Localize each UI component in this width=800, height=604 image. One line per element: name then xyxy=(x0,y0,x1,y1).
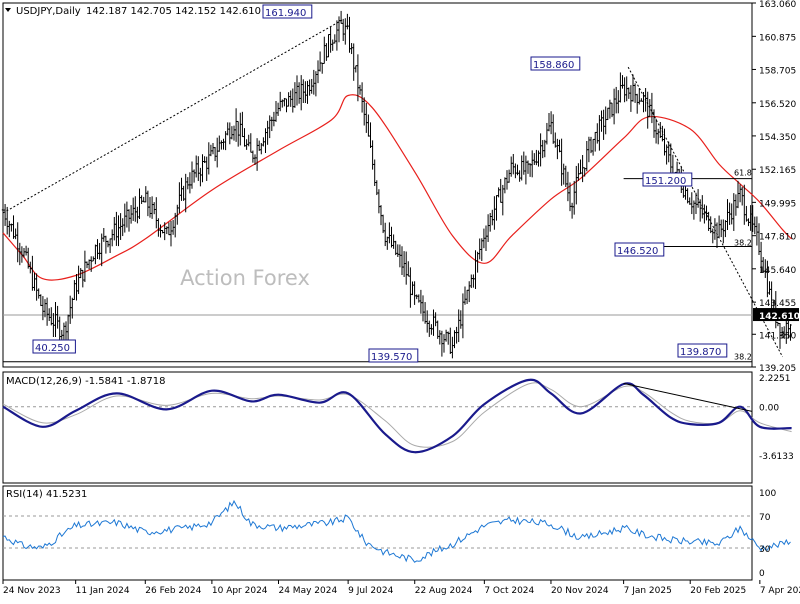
rsi-line xyxy=(2,499,791,563)
current-price-box xyxy=(753,308,799,322)
price-axis-label: 158.705 xyxy=(759,66,796,76)
rsi-axis-label: 0 xyxy=(759,569,765,579)
price-label-box xyxy=(642,172,693,187)
price-chart-title: USDJPY,Daily xyxy=(16,6,81,17)
x-axis-label: 24 Nov 2023 xyxy=(3,586,61,596)
fib-label: 38.2 xyxy=(734,239,752,248)
x-axis-label: 20 Feb 2025 xyxy=(690,586,746,596)
watermark: Action Forex xyxy=(180,266,310,290)
price-axis-label: 160.875 xyxy=(759,33,796,43)
macd-trendline xyxy=(623,382,753,412)
price-axis-label: 163.060 xyxy=(759,0,796,10)
fib-label: 61.8 xyxy=(734,169,752,178)
price-axis-label: 143.455 xyxy=(759,299,796,309)
price-label-text: 40.250 xyxy=(35,343,70,354)
x-axis-label: 7 Apr 2025 xyxy=(760,586,800,596)
price-bar xyxy=(753,216,756,235)
price-axis-label: 152.165 xyxy=(759,166,796,176)
price-label-box xyxy=(368,348,419,363)
price-axis-label: 147.810 xyxy=(759,233,796,243)
rsi-panel xyxy=(2,485,753,581)
dropdown-triangle-icon[interactable] xyxy=(5,8,11,12)
x-axis-label: 10 Apr 2024 xyxy=(212,586,268,596)
price-label-text: 151.200 xyxy=(645,176,686,187)
price-axis-label: 154.350 xyxy=(759,133,796,143)
price-bar xyxy=(789,324,792,341)
x-axis-label: 7 Jan 2025 xyxy=(624,586,672,596)
price-label-box xyxy=(262,4,313,19)
price-bar xyxy=(768,281,771,295)
rsi-title: RSI(14) 41.5231 xyxy=(6,489,87,500)
price-label-box xyxy=(614,242,665,257)
rsi-axis-label: 70 xyxy=(759,513,771,523)
rsi-axis-label: 100 xyxy=(759,489,776,499)
price-axis-label: 141.350 xyxy=(759,331,796,341)
price-label-text: 146.520 xyxy=(617,246,658,257)
ohlc-header: 142.187 142.705 142.152 142.610 xyxy=(86,6,261,17)
x-axis-label: 7 Oct 2024 xyxy=(484,586,534,596)
macd-line xyxy=(2,378,792,454)
macd-signal-line xyxy=(2,382,792,448)
macd-axis-label: 0.00 xyxy=(759,404,779,414)
macd-title: MACD(12,26,9) -1.5841 -1.8718 xyxy=(6,376,166,387)
x-axis-label: 20 Nov 2024 xyxy=(551,586,609,596)
price-label-text: 139.570 xyxy=(371,352,412,363)
macd-axis-label: 2.2251 xyxy=(759,374,791,384)
price-label-box xyxy=(677,343,728,358)
sma-line xyxy=(2,94,793,281)
fib-label: 38.2 xyxy=(734,353,752,362)
price-axis-label: 145.640 xyxy=(759,266,796,276)
price-label-box xyxy=(32,339,76,354)
price-label-text: 161.940 xyxy=(265,8,306,19)
current-price-label: 142.610 xyxy=(759,312,800,322)
price-label-box xyxy=(530,56,581,71)
x-axis-label: 22 Aug 2024 xyxy=(415,586,473,596)
price-axis-label: 149.995 xyxy=(759,199,796,209)
price-label-text: 158.860 xyxy=(533,60,574,71)
price-axis-label: 156.520 xyxy=(759,100,796,110)
price-panel xyxy=(2,2,753,368)
price-label-text: 139.870 xyxy=(680,347,721,358)
price-axis-label: 139.205 xyxy=(759,364,796,374)
macd-axis-label: -3.6133 xyxy=(759,452,794,462)
price-bar xyxy=(755,216,759,246)
x-axis-label: 11 Jan 2024 xyxy=(76,586,130,596)
price-bar xyxy=(776,321,780,327)
x-axis-label: 9 Jul 2024 xyxy=(348,586,393,596)
x-axis-label: 24 May 2024 xyxy=(278,586,337,596)
x-axis-label: 26 Feb 2024 xyxy=(145,586,201,596)
trendline-up-dotted xyxy=(2,19,343,214)
rsi-axis-label: 30 xyxy=(759,545,771,555)
